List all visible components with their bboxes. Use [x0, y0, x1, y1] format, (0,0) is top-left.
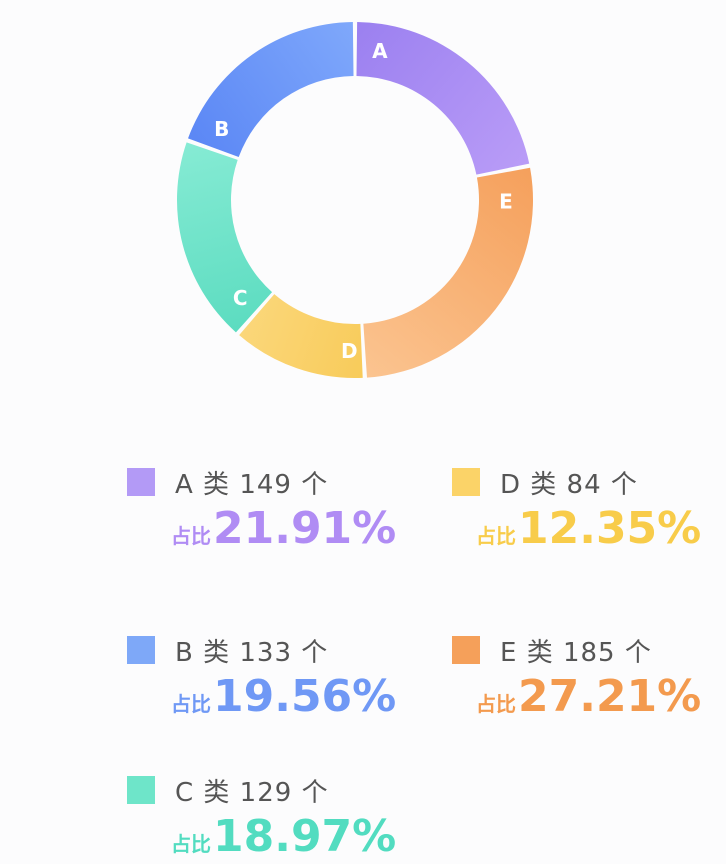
share-prefix-a: 占比 [171, 524, 211, 548]
share-prefix-e: 占比 [476, 692, 516, 716]
legend-swatch-d [452, 468, 480, 496]
legend-swatch-c [127, 776, 155, 804]
donut-slice-d [239, 294, 363, 379]
legend-item-a: A 类 149 个 占比 21.91% [127, 467, 427, 554]
slice-label-b: B [214, 117, 229, 141]
legend-label-e: E 类 185 个 [500, 637, 652, 668]
legend-label-b: B 类 133 个 [175, 637, 329, 668]
slice-label-d: D [341, 339, 358, 363]
legend-item-d: D 类 84 个 占比 12.35% [452, 467, 726, 554]
donut-slice-a [356, 22, 530, 175]
legend-item-c: C 类 129 个 占比 18.97% [127, 775, 427, 862]
legend-swatch-b [127, 636, 155, 664]
share-value-b: 19.56% [213, 671, 397, 722]
donut-slice-b [188, 22, 354, 158]
legend-item-e: E 类 185 个 占比 27.21% [452, 635, 726, 722]
donut-chart: A E D C B [177, 22, 533, 379]
donut-labels: A E D C B [214, 39, 513, 363]
share-prefix-b: 占比 [171, 692, 211, 716]
legend-label-a: A 类 149 个 [175, 469, 329, 500]
legend-item-b: B 类 133 个 占比 19.56% [127, 635, 427, 722]
slice-label-e: E [499, 190, 513, 214]
legend-swatch-a [127, 468, 155, 496]
share-prefix-d: 占比 [476, 524, 516, 548]
legend-label-d: D 类 84 个 [500, 469, 638, 500]
share-value-a: 21.91% [213, 503, 397, 554]
share-value-e: 27.21% [518, 671, 702, 722]
share-prefix-c: 占比 [171, 832, 211, 856]
donut-slice-c [177, 142, 273, 333]
slice-label-a: A [372, 39, 388, 63]
legend-swatch-e [452, 636, 480, 664]
donut-slice-e [363, 167, 533, 378]
share-value-c: 18.97% [213, 811, 397, 862]
share-value-d: 12.35% [518, 503, 702, 554]
donut-slices [177, 22, 533, 379]
legend-label-c: C 类 129 个 [175, 777, 329, 808]
slice-label-c: C [233, 286, 248, 310]
